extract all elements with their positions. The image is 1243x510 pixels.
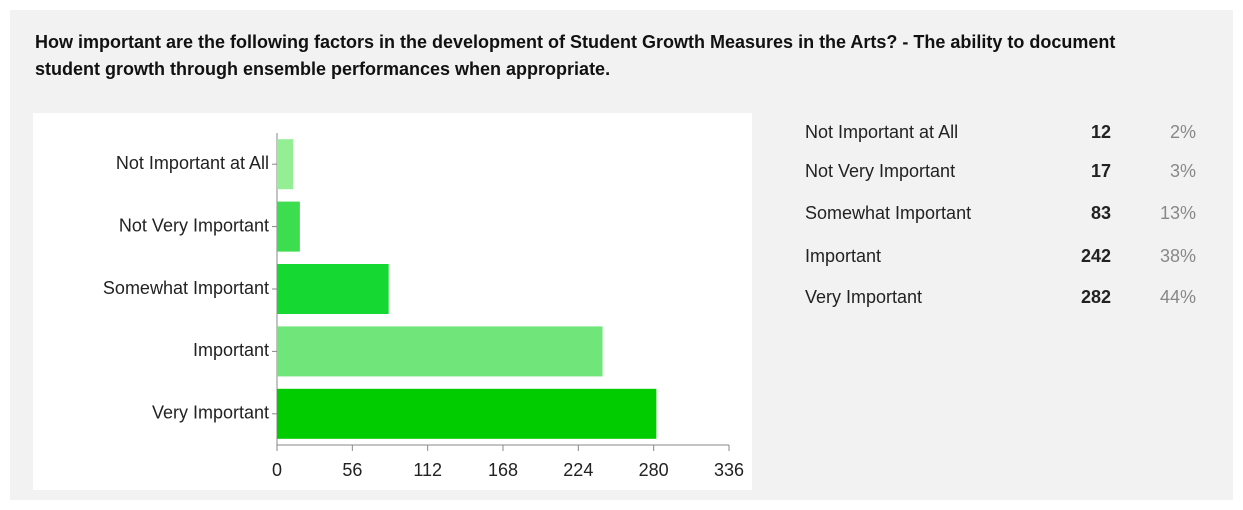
legend-label: Not Important at All	[805, 122, 958, 142]
percentage: 2%	[1170, 122, 1196, 142]
percentage: 44%	[1160, 287, 1196, 307]
chart-title: How important are the following factors …	[35, 32, 1116, 79]
legend-label: Important	[805, 246, 881, 266]
y-tick-label: Very Important	[152, 403, 269, 423]
y-tick-label: Not Important at All	[116, 153, 269, 173]
legend-label: Very Important	[805, 287, 922, 307]
x-tick-label: 56	[342, 460, 362, 480]
legend-label: Somewhat Important	[805, 203, 971, 223]
bar	[277, 326, 603, 377]
bar	[277, 139, 294, 190]
x-tick-label: 112	[413, 460, 442, 480]
y-tick-label: Somewhat Important	[103, 278, 269, 298]
x-tick-label: 224	[563, 460, 593, 480]
percentage: 13%	[1160, 203, 1196, 223]
percentage: 3%	[1170, 161, 1196, 181]
legend-label: Not Very Important	[805, 161, 955, 181]
count: 17	[1091, 161, 1111, 181]
bar	[277, 264, 389, 314]
bar	[277, 388, 657, 439]
y-tick-label: Not Very Important	[119, 215, 269, 235]
x-tick-label: 168	[488, 460, 518, 480]
count: 12	[1091, 122, 1111, 142]
count: 83	[1091, 203, 1111, 223]
count: 242	[1081, 246, 1111, 266]
x-tick-label: 0	[272, 460, 282, 480]
count: 282	[1081, 287, 1111, 307]
x-tick-label: 336	[714, 460, 744, 480]
percentage: 38%	[1160, 246, 1196, 266]
y-tick-label: Important	[193, 340, 269, 360]
bar	[277, 201, 300, 252]
x-tick-label: 280	[639, 460, 669, 480]
